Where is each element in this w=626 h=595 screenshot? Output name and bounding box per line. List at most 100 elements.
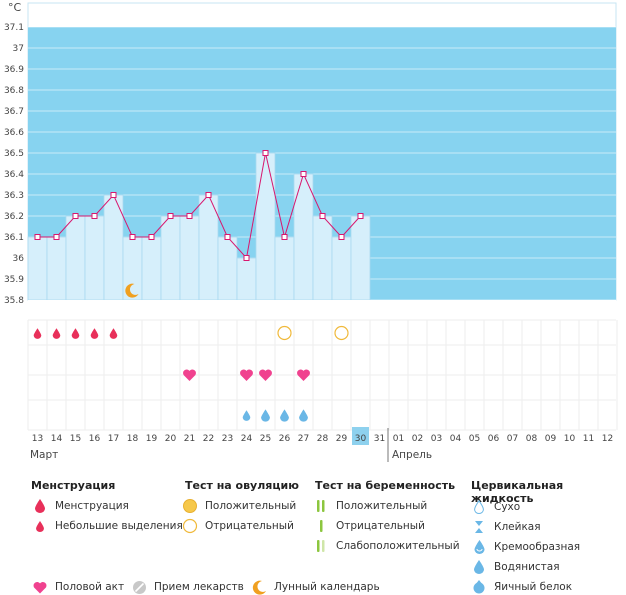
temperature-point [91, 213, 98, 219]
ovulation-positive-icon [181, 498, 199, 514]
ovulation-negative-icon [277, 325, 292, 341]
legend-cervical-creamy-label: Кремообразная [494, 541, 581, 553]
calendar-date-label: 06 [488, 434, 500, 444]
pregnancy-faint-icon [312, 538, 330, 554]
y-tick-label: 36.3 [4, 191, 24, 201]
dry-drop-icon [470, 499, 488, 515]
legend-lunar-label: Лунный календарь [274, 581, 380, 593]
legend-cervical-dry-item: Сухо [470, 499, 520, 515]
legend-ovulation-title: Тест на овуляцию [185, 479, 299, 492]
y-tick-label: 35.9 [4, 275, 24, 285]
calendar-date-label: 08 [526, 434, 538, 444]
temperature-bar [293, 173, 314, 301]
temperature-point [281, 234, 288, 240]
legend-cervical-sticky-item: Клейкая [470, 519, 541, 535]
temperature-bar [312, 215, 333, 301]
legend-pregnancy-positive-label: Положительный [336, 500, 428, 512]
y-tick-label: 36.7 [4, 107, 24, 117]
temperature-bar [236, 257, 257, 301]
calendar-date-label: 18 [127, 434, 139, 444]
temperature-point [129, 234, 136, 240]
temperature-bar [350, 215, 371, 301]
legend-intercourse-label: Половой акт [55, 581, 125, 593]
legend-ovulation-negative-label: Отрицательный [205, 520, 294, 532]
legend-spotting-label: Небольшие выделения [55, 520, 183, 532]
menstruation-drop-icon [109, 328, 118, 339]
legend-menstruation-title: Менструация [31, 479, 116, 492]
calendar-date-label: 22 [203, 434, 214, 444]
calendar-date-label: 07 [507, 434, 518, 444]
sticky-icon [470, 519, 488, 535]
legend-pregnancy-positive-item: Положительный [312, 498, 427, 514]
legend-cervical-eggwhite-item: Яичный белок [470, 579, 572, 595]
legend-cervical-eggwhite-label: Яичный белок [494, 581, 573, 593]
moon-icon [250, 579, 268, 595]
y-tick-label: 36.9 [4, 65, 24, 75]
temperature-bar [27, 236, 48, 301]
legend-menstruation-item: Менструация [31, 498, 129, 514]
y-tick-label: 36.5 [4, 149, 24, 159]
legend-ovulation-positive-item: Положительный [181, 498, 296, 514]
calendar-date-label: 10 [564, 434, 576, 444]
heart-icon [31, 579, 49, 595]
calendar-date-label: 11 [583, 434, 594, 444]
legend-pregnancy-negative-item: Отрицательный [312, 518, 425, 534]
month-label-2: Апрель [392, 449, 432, 461]
temperature-bar [255, 152, 276, 301]
y-tick-label: 36.2 [4, 212, 24, 222]
calendar-date-label: 28 [317, 434, 329, 444]
temperature-bar [84, 215, 105, 301]
cervical-fluid-drop-icon [299, 409, 308, 422]
temperature-bar [179, 215, 200, 301]
cervical-fluid-drop-icon [280, 409, 289, 422]
watery-drop-icon [470, 559, 488, 575]
creamy-drop-icon [470, 539, 488, 555]
temperature-point [186, 213, 193, 219]
menstruation-drop-icon [90, 328, 99, 339]
red-drop-icon [31, 498, 49, 514]
temperature-bar [217, 236, 238, 301]
cervical-fluid-drop-icon [261, 409, 270, 422]
temperature-line [37, 152, 361, 260]
temperature-point [167, 213, 174, 219]
temperature-point [319, 213, 326, 219]
calendar-date-label: 14 [51, 434, 63, 444]
y-tick-label: 36.4 [4, 170, 24, 180]
legend-ovulation-positive-label: Положительный [205, 500, 297, 512]
temperature-point [338, 234, 345, 240]
y-tick-label: 37 [13, 44, 24, 54]
legend-cervical-watery-item: Водянистая [470, 559, 560, 575]
calendar-date-label: 19 [146, 434, 158, 444]
ovulation-negative-icon [334, 325, 349, 341]
calendar-date-label: 20 [165, 434, 177, 444]
calendar-date-label: 01 [393, 434, 404, 444]
temperature-point [148, 234, 155, 240]
calendar-date-label: 31 [374, 434, 385, 444]
legend-pregnancy-faint-item: Слабоположительный [312, 538, 460, 554]
temperature-point [34, 234, 41, 240]
y-tick-label: 36 [13, 254, 25, 264]
calendar-date-label: 13 [32, 434, 43, 444]
moon-icon [125, 283, 139, 298]
calendar-date-label: 16 [89, 434, 101, 444]
temperature-point [224, 234, 231, 240]
legend-medication-item: Прием лекарств [130, 579, 244, 595]
temperature-point [205, 192, 212, 198]
legend-intercourse-item: Половой акт [31, 579, 124, 595]
calendar-date-label: 29 [336, 434, 348, 444]
temperature-bar [141, 236, 162, 301]
temperature-point [300, 171, 307, 177]
y-tick-label: 35.8 [4, 296, 24, 306]
legend-cervical-sticky-label: Клейкая [494, 521, 541, 533]
temperature-bar [274, 236, 295, 301]
legend-pregnancy-title: Тест на беременность [315, 479, 456, 492]
eggwhite-drop-icon [470, 579, 488, 595]
legend-pregnancy-negative-label: Отрицательный [336, 520, 425, 532]
events-grid-background [28, 300, 616, 430]
y-tick-label: 37.1 [4, 23, 24, 33]
temperature-point [243, 255, 250, 261]
ovulation-negative-icon [181, 518, 199, 534]
legend-menstruation-label: Менструация [55, 500, 129, 512]
pill-icon [130, 579, 148, 595]
y-tick-label: 36.1 [4, 233, 24, 243]
